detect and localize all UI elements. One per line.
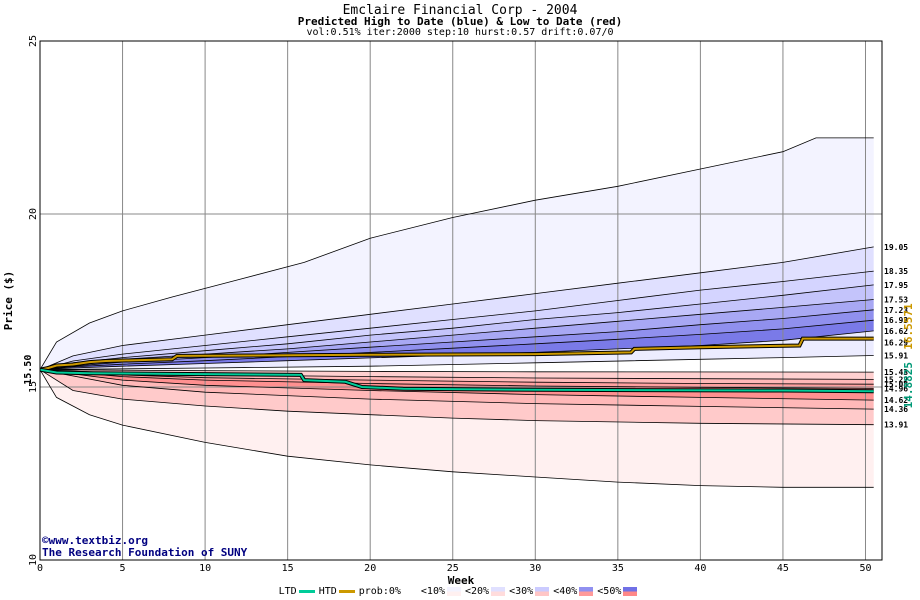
quantile-end-label: 14.36 (884, 405, 908, 414)
x-tick-label: 0 (37, 563, 43, 574)
quantile-end-label: 16.62 (884, 327, 908, 336)
plot-frame (39, 40, 883, 561)
quantile-line (39, 355, 874, 371)
chart-title: Emclaire Financial Corp - 2004 (342, 3, 578, 18)
quantile-end-label: 15.43 (884, 368, 908, 377)
quantile-end-label: 17.53 (884, 295, 908, 304)
quantile-line (39, 369, 874, 410)
legend-prob0-swatch (402, 587, 417, 596)
legend-b40-label: <40% (553, 586, 578, 597)
legend-b40: <40% (553, 586, 595, 597)
quantile-line (39, 284, 874, 371)
high-band-4 (40, 299, 874, 370)
legend-ltd-line (298, 590, 315, 593)
low-band-5 (40, 369, 874, 425)
legend-b10-label: <10% (420, 586, 445, 597)
x-tick-label: 40 (694, 563, 706, 574)
quantile-end-label: 19.05 (884, 243, 908, 252)
legend-b20-label: <20% (465, 586, 490, 597)
ltd-series-line (39, 368, 874, 393)
quantile-end-label: 16.29 (884, 338, 908, 347)
low-band-2 (40, 369, 874, 389)
legend-ltd-label: LTD (278, 586, 297, 597)
x-tick-label: 45 (777, 563, 789, 574)
quantile-end-label: 13.91 (884, 421, 908, 430)
high-band-5 (40, 309, 874, 370)
legend-b10-swatch (447, 587, 461, 596)
quantile-end-label: 14.96 (884, 384, 908, 393)
x-tick-label: 15 (282, 563, 294, 574)
quantile-line (39, 369, 874, 488)
quantile-end-label: 18.35 (884, 267, 908, 276)
legend-prob0: prob:0% (359, 586, 419, 597)
quantile-line (39, 137, 874, 370)
y-tick-label: 10 (28, 554, 39, 566)
legend-htd-line (338, 590, 355, 593)
legend-prob0-label: prob:0% (358, 586, 401, 597)
y-axis-label: Price ($) (2, 271, 15, 331)
y-tick-label: 15 (28, 381, 39, 393)
legend-b50: <50% (597, 586, 639, 597)
quantile-end-label: 17.23 (884, 306, 908, 315)
legend-ltd: LTD (279, 586, 317, 597)
y-tick-label: 20 (28, 208, 39, 220)
quantile-end-label: 16.93 (884, 316, 908, 325)
quantile-line (39, 369, 874, 426)
credit-url[interactable]: ©www.textbiz.org (42, 534, 148, 547)
x-axis-label: Week (448, 574, 475, 587)
legend-htd: HTD (319, 586, 357, 597)
credit-org: The Research Foundation of SUNY (42, 546, 248, 559)
high-band-3 (40, 284, 874, 370)
quantile-end-label: 17.95 (884, 281, 908, 290)
low-band-core (40, 369, 874, 373)
high-band-0 (40, 137, 874, 370)
low-band-6 (40, 369, 874, 488)
quantile-end-label: 15.91 (884, 352, 908, 361)
x-tick-label: 10 (199, 563, 211, 574)
x-tick-label: 5 (120, 563, 126, 574)
quantile-end-label: 15.22 (884, 375, 908, 384)
high-band-2 (40, 271, 874, 370)
legend-b30-label: <30% (509, 586, 534, 597)
start-price-label: 15.50 (23, 355, 34, 385)
chart-subtitle: Predicted High to Date (blue) & Low to D… (297, 15, 623, 28)
low-band-4 (40, 369, 874, 410)
legend-b20-swatch (491, 587, 506, 596)
legend-b10: <10% (421, 586, 463, 597)
htd-final-label: 16.5571 (902, 303, 915, 350)
high-band-core (40, 355, 874, 370)
simulation-params: vol:0.51% iter:2000 step:10 hurst:0.57 d… (306, 27, 614, 38)
ltd-final-label: 14.8825 (902, 362, 915, 408)
legend-b40-swatch (579, 587, 594, 596)
y-tick-label: 25 (28, 35, 39, 47)
legend: LTD HTD prob:0% <10% <20% <30% <40% <50% (0, 586, 920, 597)
legend-b30-swatch (535, 587, 550, 596)
htd-series-line (39, 337, 874, 371)
legend-b50-label: <50% (597, 586, 622, 597)
x-tick-label: 35 (612, 563, 624, 574)
quantile-line (39, 319, 874, 371)
legend-htd-label: HTD (318, 586, 337, 597)
legend-b50-swatch (623, 587, 638, 596)
quantile-line (39, 246, 874, 371)
quantile-end-label: 14.62 (884, 396, 908, 405)
low-band-1 (40, 369, 874, 385)
legend-b30: <30% (509, 586, 551, 597)
legend-b20: <20% (465, 586, 507, 597)
x-tick-label: 25 (447, 563, 459, 574)
quantile-line (39, 369, 874, 373)
x-tick-label: 20 (364, 563, 376, 574)
quantile-line (39, 270, 874, 371)
x-tick-label: 30 (529, 563, 541, 574)
quantile-line (39, 369, 874, 389)
quantile-line (39, 369, 874, 401)
quantile-end-label: 15.08 (884, 380, 908, 389)
x-tick-label: 50 (859, 563, 871, 574)
